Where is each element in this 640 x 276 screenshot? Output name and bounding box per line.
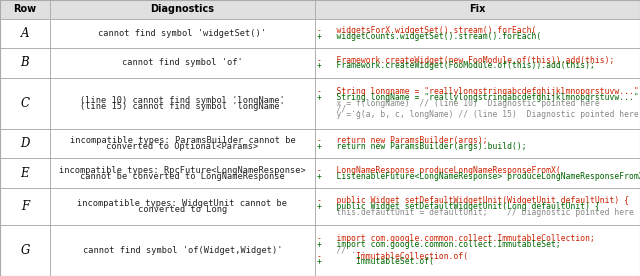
Bar bbox=[0, 158, 50, 188]
Text: +   ListenableFuture<LongNameResponse> produceLongNameResponseFromX(: + ListenableFuture<LongNameResponse> pro… bbox=[317, 172, 640, 181]
Text: cannot find symbol 'of': cannot find symbol 'of' bbox=[122, 59, 243, 67]
Text: converted to Long: converted to Long bbox=[138, 205, 227, 214]
Bar bbox=[50, 19, 315, 48]
Text: -   Framework.createWidget(new FooModule.of(this)).add(this);: - Framework.createWidget(new FooModule.o… bbox=[317, 55, 615, 65]
Bar bbox=[315, 158, 640, 188]
Text: y = g(a, b, c, longName) // (line 15)  Diagnostic pointed here: y = g(a, b, c, longName) // (line 15) Di… bbox=[317, 110, 639, 120]
Text: // ...: // ... bbox=[317, 246, 366, 255]
Text: -   LongNameResponse produceLongNameResponseFromX(: - LongNameResponse produceLongNameRespon… bbox=[317, 166, 561, 175]
Bar bbox=[50, 225, 315, 276]
Text: (line 10) cannot find symbol 'longName': (line 10) cannot find symbol 'longName' bbox=[80, 96, 285, 105]
Bar bbox=[0, 0, 50, 19]
Text: E: E bbox=[20, 167, 29, 180]
Text: -   widgetsForX.widgetSet().stream().forEach(: - widgetsForX.widgetSet().stream().forEa… bbox=[317, 26, 537, 35]
Bar bbox=[0, 188, 50, 225]
Bar bbox=[315, 78, 640, 129]
Text: cannot find symbol 'of(Widget,Widget)': cannot find symbol 'of(Widget,Widget)' bbox=[83, 246, 282, 255]
Text: incompatible types: RpcFuture<LongNameResponse>: incompatible types: RpcFuture<LongNameRe… bbox=[59, 166, 306, 175]
Text: -   import com.google.common.collect.ImmutableCollection;: - import com.google.common.collect.Immut… bbox=[317, 234, 595, 243]
Bar bbox=[0, 48, 50, 78]
Text: G: G bbox=[20, 244, 29, 257]
Text: +       ImmutableSet.of(: + ImmutableSet.of( bbox=[317, 258, 435, 266]
Text: +   String longName = "reallylongstringabcdefghijklmnopqrstuvw...": + String longName = "reallylongstringabc… bbox=[317, 93, 639, 102]
Text: // ...: // ... bbox=[317, 105, 366, 114]
Text: incompatible types: WidgetUnit cannot be: incompatible types: WidgetUnit cannot be bbox=[77, 199, 287, 208]
Bar bbox=[0, 19, 50, 48]
Text: this.defaultUnit = defaultUnit;    // Diagnostic pointed here: this.defaultUnit = defaultUnit; // Diagn… bbox=[317, 208, 634, 217]
Text: B: B bbox=[20, 57, 29, 70]
Text: -   String longname = "reallylongstringabcdefghijklmnopqrstuvw...": - String longname = "reallylongstringabc… bbox=[317, 87, 639, 96]
Bar bbox=[50, 158, 315, 188]
Bar bbox=[315, 188, 640, 225]
Text: -       ImmutableCollection.of(: - ImmutableCollection.of( bbox=[317, 252, 468, 261]
Text: Fix: Fix bbox=[469, 4, 486, 14]
Text: -   public Widget setDefaultWidgetUnit(WidgetUnit defaultUnit) {: - public Widget setDefaultWidgetUnit(Wid… bbox=[317, 196, 630, 205]
Text: cannot find symbol 'widgetSet()': cannot find symbol 'widgetSet()' bbox=[99, 29, 266, 38]
Text: cannot be converted to LongNameResponse: cannot be converted to LongNameResponse bbox=[80, 172, 285, 181]
Bar bbox=[315, 48, 640, 78]
Bar bbox=[50, 188, 315, 225]
Bar bbox=[315, 129, 640, 158]
Text: A: A bbox=[20, 27, 29, 40]
Text: x = f(longName)  // (line 10)  Diagnostic pointed here: x = f(longName) // (line 10) Diagnostic … bbox=[317, 99, 600, 108]
Text: Row: Row bbox=[13, 4, 36, 14]
Bar bbox=[0, 129, 50, 158]
Text: Diagnostics: Diagnostics bbox=[150, 4, 214, 14]
Text: +   widgetCounts.widgetSet().stream().forEach(: + widgetCounts.widgetSet().stream().forE… bbox=[317, 32, 541, 41]
Bar bbox=[50, 48, 315, 78]
Text: (line 15) cannot find symbol 'longName': (line 15) cannot find symbol 'longName' bbox=[80, 102, 285, 111]
Bar bbox=[0, 78, 50, 129]
Bar bbox=[315, 0, 640, 19]
Text: D: D bbox=[20, 137, 29, 150]
Bar bbox=[315, 19, 640, 48]
Bar bbox=[315, 225, 640, 276]
Text: -   return new ParamsBuilder(args);: - return new ParamsBuilder(args); bbox=[317, 136, 488, 145]
Bar bbox=[50, 129, 315, 158]
Text: C: C bbox=[20, 97, 29, 110]
Text: converted to Optional<Params>: converted to Optional<Params> bbox=[106, 142, 259, 151]
Text: incompatible types: ParamsBuilder cannot be: incompatible types: ParamsBuilder cannot… bbox=[70, 136, 295, 145]
Bar bbox=[50, 78, 315, 129]
Text: +   import com.google.common.collect.ImmutableSet;: + import com.google.common.collect.Immut… bbox=[317, 240, 561, 249]
Text: +   Framework.createWidget(FooModule.of(this)).add(this);: + Framework.createWidget(FooModule.of(th… bbox=[317, 61, 595, 70]
Bar bbox=[50, 0, 315, 19]
Bar bbox=[0, 225, 50, 276]
Text: F: F bbox=[21, 200, 29, 213]
Text: +   public Widget setDefaultWidgetUnit(Long defaultUnit) {: + public Widget setDefaultWidgetUnit(Lon… bbox=[317, 202, 600, 211]
Text: +   return new ParamsBuilder(args).build();: + return new ParamsBuilder(args).build()… bbox=[317, 142, 527, 151]
